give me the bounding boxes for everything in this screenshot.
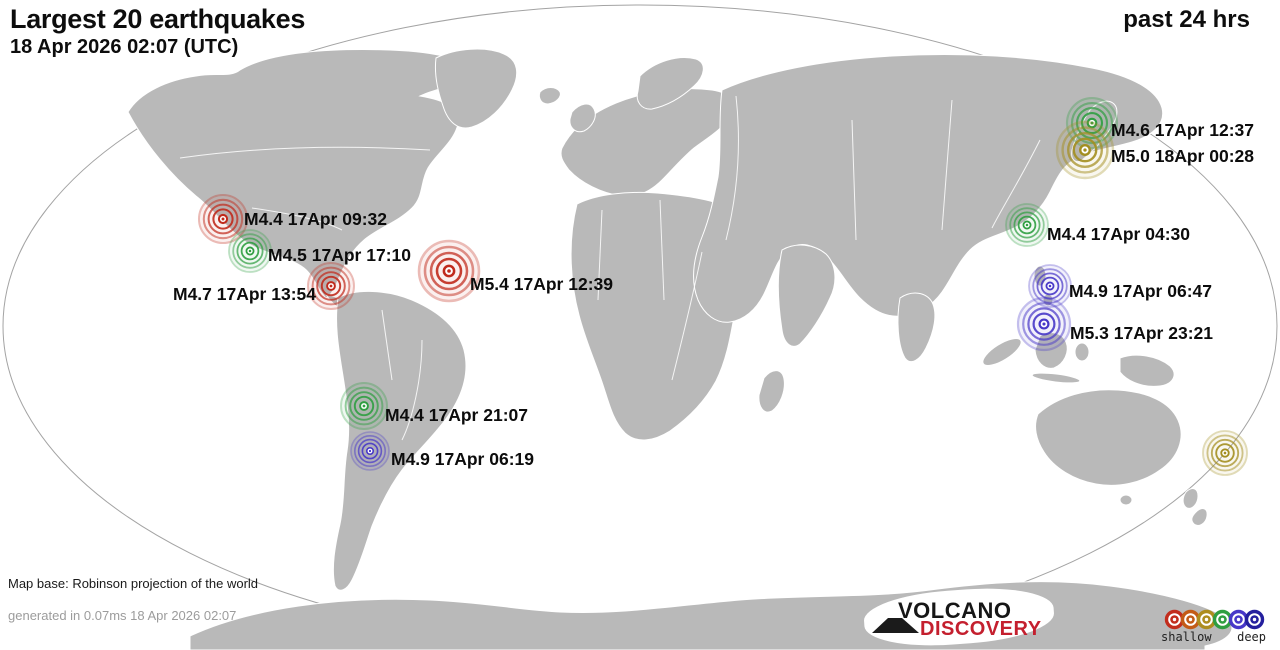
generated-note: generated in 0.07ms 18 Apr 2026 02:07 bbox=[8, 608, 237, 623]
landmass-australia bbox=[1035, 389, 1182, 486]
page-title: Largest 20 earthquakes bbox=[10, 4, 306, 34]
depth-legend: shallow deep bbox=[1161, 608, 1268, 644]
landmass-new-zealand bbox=[1182, 488, 1208, 526]
landmass-madagascar bbox=[758, 370, 785, 413]
quake-marker[interactable] bbox=[197, 193, 249, 245]
quake-label[interactable]: M5.4 17Apr 12:39 bbox=[470, 274, 613, 294]
landmass-europe bbox=[560, 88, 734, 197]
quake-marker[interactable] bbox=[307, 262, 355, 310]
period-label: past 24 hrs bbox=[1123, 6, 1250, 33]
landmass-new-guinea bbox=[1119, 354, 1175, 387]
quake-label[interactable]: M5.0 18Apr 00:28 bbox=[1111, 146, 1254, 166]
quake-marker[interactable] bbox=[1055, 120, 1115, 180]
legend-depth-circle bbox=[1228, 609, 1249, 630]
volcanodiscovery-logo[interactable]: VOLCANO DISCOVERY bbox=[862, 583, 1056, 650]
quake-marker[interactable] bbox=[228, 229, 272, 273]
quake-label[interactable]: M4.9 17Apr 06:19 bbox=[391, 449, 534, 469]
map-timestamp: 18 Apr 2026 02:07 (UTC) bbox=[10, 36, 239, 59]
landmass-sumatra bbox=[982, 338, 1022, 366]
legend-shallow-label: shallow bbox=[1161, 630, 1212, 644]
quake-marker[interactable] bbox=[1005, 203, 1049, 247]
landmass-north-america bbox=[127, 49, 467, 299]
quake-marker[interactable] bbox=[1016, 296, 1072, 352]
depth-legend-circles bbox=[1163, 608, 1268, 631]
landmass-scandinavia bbox=[636, 57, 704, 110]
quake-marker[interactable] bbox=[340, 382, 388, 430]
quake-label[interactable]: M4.5 17Apr 17:10 bbox=[268, 245, 411, 265]
quake-label[interactable]: M4.9 17Apr 06:47 bbox=[1069, 281, 1212, 301]
volcano-triangle-icon bbox=[872, 618, 919, 633]
landmass-asia bbox=[693, 54, 1164, 323]
landmass-southeast-asia bbox=[897, 292, 936, 363]
quake-marker[interactable] bbox=[1202, 430, 1248, 476]
quake-marker[interactable] bbox=[417, 239, 481, 303]
logo-volcano-text: VOLCANO bbox=[898, 598, 1012, 623]
quake-marker-layer: M4.4 17Apr 09:32 M4.5 17Apr 17:10 M4.7 17A… bbox=[173, 96, 1254, 476]
landmass-british-isles bbox=[569, 103, 596, 133]
landmass-iceland bbox=[538, 87, 561, 105]
quake-marker[interactable] bbox=[350, 431, 390, 471]
quake-marker[interactable] bbox=[1028, 264, 1072, 308]
legend-depth-circle bbox=[1180, 609, 1201, 630]
landmass-sulawesi bbox=[1074, 342, 1090, 362]
logo-discovery-text: DISCOVERY bbox=[920, 618, 1042, 640]
quake-label[interactable]: M4.4 17Apr 21:07 bbox=[385, 405, 528, 425]
legend-deep-label: deep bbox=[1237, 630, 1266, 644]
quake-label[interactable]: M4.4 17Apr 04:30 bbox=[1047, 224, 1190, 244]
quake-label[interactable]: M5.3 17Apr 23:21 bbox=[1070, 323, 1213, 343]
title-block: Largest 20 earthquakes 18 Apr 2026 02:07… bbox=[10, 4, 305, 59]
landmass-south-america bbox=[332, 290, 467, 591]
map-base-note: Map base: Robinson projection of the wor… bbox=[8, 576, 259, 591]
landmass-india bbox=[777, 244, 836, 347]
legend-depth-circle bbox=[1244, 609, 1265, 630]
depth-legend-labels: shallow deep bbox=[1161, 630, 1268, 644]
quake-label[interactable]: M4.4 17Apr 09:32 bbox=[244, 209, 387, 229]
landmass-java bbox=[1031, 372, 1081, 384]
landmass-tasmania bbox=[1119, 494, 1133, 506]
quake-label[interactable]: M4.7 17Apr 13:54 bbox=[173, 284, 316, 304]
landmass-greenland bbox=[435, 48, 518, 129]
quake-label[interactable]: M4.6 17Apr 12:37 bbox=[1111, 120, 1254, 140]
country-borders bbox=[179, 95, 1041, 441]
